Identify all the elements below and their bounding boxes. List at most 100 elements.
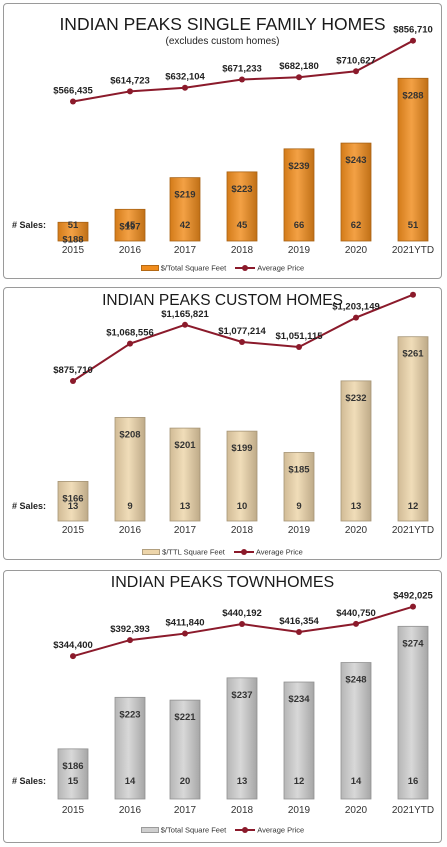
x-tick-label: 2018 bbox=[231, 245, 254, 256]
x-tick-label: 2016 bbox=[119, 245, 142, 256]
average-price-point bbox=[70, 378, 76, 385]
legend-line-swatch bbox=[235, 826, 256, 834]
bar-2019 bbox=[283, 452, 315, 522]
bar-2021YTD bbox=[397, 336, 429, 522]
legend-bar-swatch bbox=[140, 827, 159, 834]
average-price-point bbox=[296, 629, 302, 636]
bar-2017 bbox=[169, 699, 201, 800]
average-price-point bbox=[410, 603, 416, 610]
average-price-point bbox=[296, 344, 302, 351]
chart-svg-custom-homes: $166132015$20892016$201132017$199102018$… bbox=[12, 288, 437, 536]
bar-2018 bbox=[226, 430, 258, 522]
x-tick-label: 2021YTD bbox=[392, 805, 434, 816]
bar-value-label: $219 bbox=[174, 190, 195, 201]
legend-bar-swatch bbox=[140, 265, 159, 272]
sales-count-label: 12 bbox=[294, 776, 305, 787]
x-tick-label: 2019 bbox=[288, 805, 311, 816]
x-tick-label: 2020 bbox=[345, 525, 368, 536]
bar-value-label: $166 bbox=[62, 493, 83, 504]
bar-value-label: $199 bbox=[231, 443, 252, 454]
x-tick-label: 2015 bbox=[62, 525, 85, 536]
bar-2019 bbox=[283, 681, 315, 800]
bar-value-label: $243 bbox=[345, 155, 366, 166]
bar-2016 bbox=[114, 208, 146, 242]
bar-value-label: $237 bbox=[231, 690, 252, 701]
x-tick-label: 2019 bbox=[288, 525, 311, 536]
bar-value-label: $186 bbox=[62, 761, 83, 772]
x-tick-label: 2015 bbox=[62, 245, 85, 256]
chart-subtitle: (excludes custom homes) bbox=[165, 36, 280, 47]
chart-title: INDIAN PEAKS TOWNHOMES bbox=[110, 574, 335, 591]
sales-count-label: 14 bbox=[351, 776, 362, 787]
average-price-point bbox=[182, 321, 188, 328]
x-tick-label: 2021YTD bbox=[392, 525, 434, 536]
x-tick-label: 2015 bbox=[62, 805, 85, 816]
average-price-point bbox=[296, 74, 302, 81]
average-price-label: $492,025 bbox=[393, 591, 433, 602]
bar-value-label: $201 bbox=[174, 440, 196, 451]
bar-2021YTD bbox=[397, 77, 429, 242]
average-price-label: $1,203,149 bbox=[332, 302, 380, 313]
sales-count-label: 16 bbox=[408, 776, 419, 787]
bar-2020 bbox=[340, 380, 372, 522]
legend-line-label: Average Price bbox=[255, 547, 303, 557]
average-price-label: $440,750 bbox=[336, 608, 376, 619]
average-price-label: $344,400 bbox=[53, 640, 93, 651]
average-price-label: $1,068,556 bbox=[106, 328, 154, 339]
bar-value-label: $221 bbox=[174, 712, 196, 723]
sales-count-label: 14 bbox=[125, 776, 136, 787]
average-price-point bbox=[239, 621, 245, 628]
bar-value-label: $223 bbox=[231, 184, 252, 195]
average-price-label: $710,627 bbox=[336, 55, 376, 66]
bar-2015 bbox=[57, 221, 89, 242]
average-price-point bbox=[127, 637, 133, 644]
sales-count-label: 9 bbox=[296, 501, 301, 512]
bar-value-label: $234 bbox=[288, 694, 310, 705]
x-tick-label: 2017 bbox=[174, 245, 197, 256]
average-price-label: $1,321,250 bbox=[389, 288, 437, 290]
average-price-point bbox=[239, 76, 245, 83]
bar-2015 bbox=[57, 480, 89, 522]
bar-2016 bbox=[114, 417, 146, 522]
bar-value-label: $274 bbox=[402, 638, 424, 649]
legend-line-swatch bbox=[233, 548, 254, 556]
bar-2017 bbox=[169, 177, 201, 242]
x-tick-label: 2017 bbox=[174, 525, 197, 536]
bar-2020 bbox=[340, 662, 372, 800]
average-price-point bbox=[127, 340, 133, 347]
sales-row-label: # Sales: bbox=[12, 501, 46, 511]
sales-row-label: # Sales: bbox=[12, 776, 46, 786]
average-price-label: $1,051,115 bbox=[275, 331, 323, 342]
chart-svg-townhomes: $186 15 2015 $223 14 2016 $221 20 2017 $237 13 2018… bbox=[12, 591, 434, 816]
average-price-point bbox=[410, 291, 416, 298]
average-price-label: $411,840 bbox=[165, 618, 204, 629]
x-tick-label: 2016 bbox=[119, 525, 142, 536]
sales-count-label: 12 bbox=[408, 501, 419, 512]
chart-legend: $/Total Square Feet Average Price bbox=[4, 825, 441, 835]
average-price-point bbox=[239, 338, 245, 345]
x-tick-label: 2021YTD bbox=[392, 245, 434, 256]
average-price-label: $875,710 bbox=[53, 365, 93, 376]
x-tick-label: 2017 bbox=[174, 805, 197, 816]
bar-value-label: $239 bbox=[288, 161, 309, 172]
sales-count-label: 10 bbox=[237, 501, 248, 512]
chart-legend: $/TTL Square Feet Average Price bbox=[4, 547, 441, 557]
average-price-point bbox=[410, 37, 416, 44]
bar-value-label: $232 bbox=[345, 393, 366, 404]
legend-bar-label: $/Total Square Feet bbox=[160, 825, 227, 835]
average-price-label: $440,192 bbox=[222, 608, 262, 619]
bar-2016 bbox=[114, 696, 146, 800]
bar-value-label: $185 bbox=[288, 464, 310, 475]
average-price-label: $392,393 bbox=[110, 624, 150, 635]
bar-value-label: $188 bbox=[62, 234, 83, 245]
sales-count-label: 13 bbox=[180, 501, 191, 512]
average-price-point bbox=[353, 314, 359, 321]
average-price-point bbox=[127, 88, 133, 95]
average-price-label: $1,165,821 bbox=[161, 309, 209, 320]
chart-title: INDIAN PEAKS SINGLE FAMILY HOMES bbox=[59, 14, 386, 34]
chart-svg-single-family: $188512015$197452016$219422017$223452018… bbox=[12, 25, 434, 256]
sales-count-label: 9 bbox=[127, 501, 132, 512]
chart-panel-townhomes: $186 15 2015 $223 14 2016 $221 20 2017 $237 13 2018… bbox=[3, 570, 442, 843]
bar-value-label: $208 bbox=[119, 429, 140, 440]
legend-line-label: Average Price bbox=[257, 263, 305, 273]
